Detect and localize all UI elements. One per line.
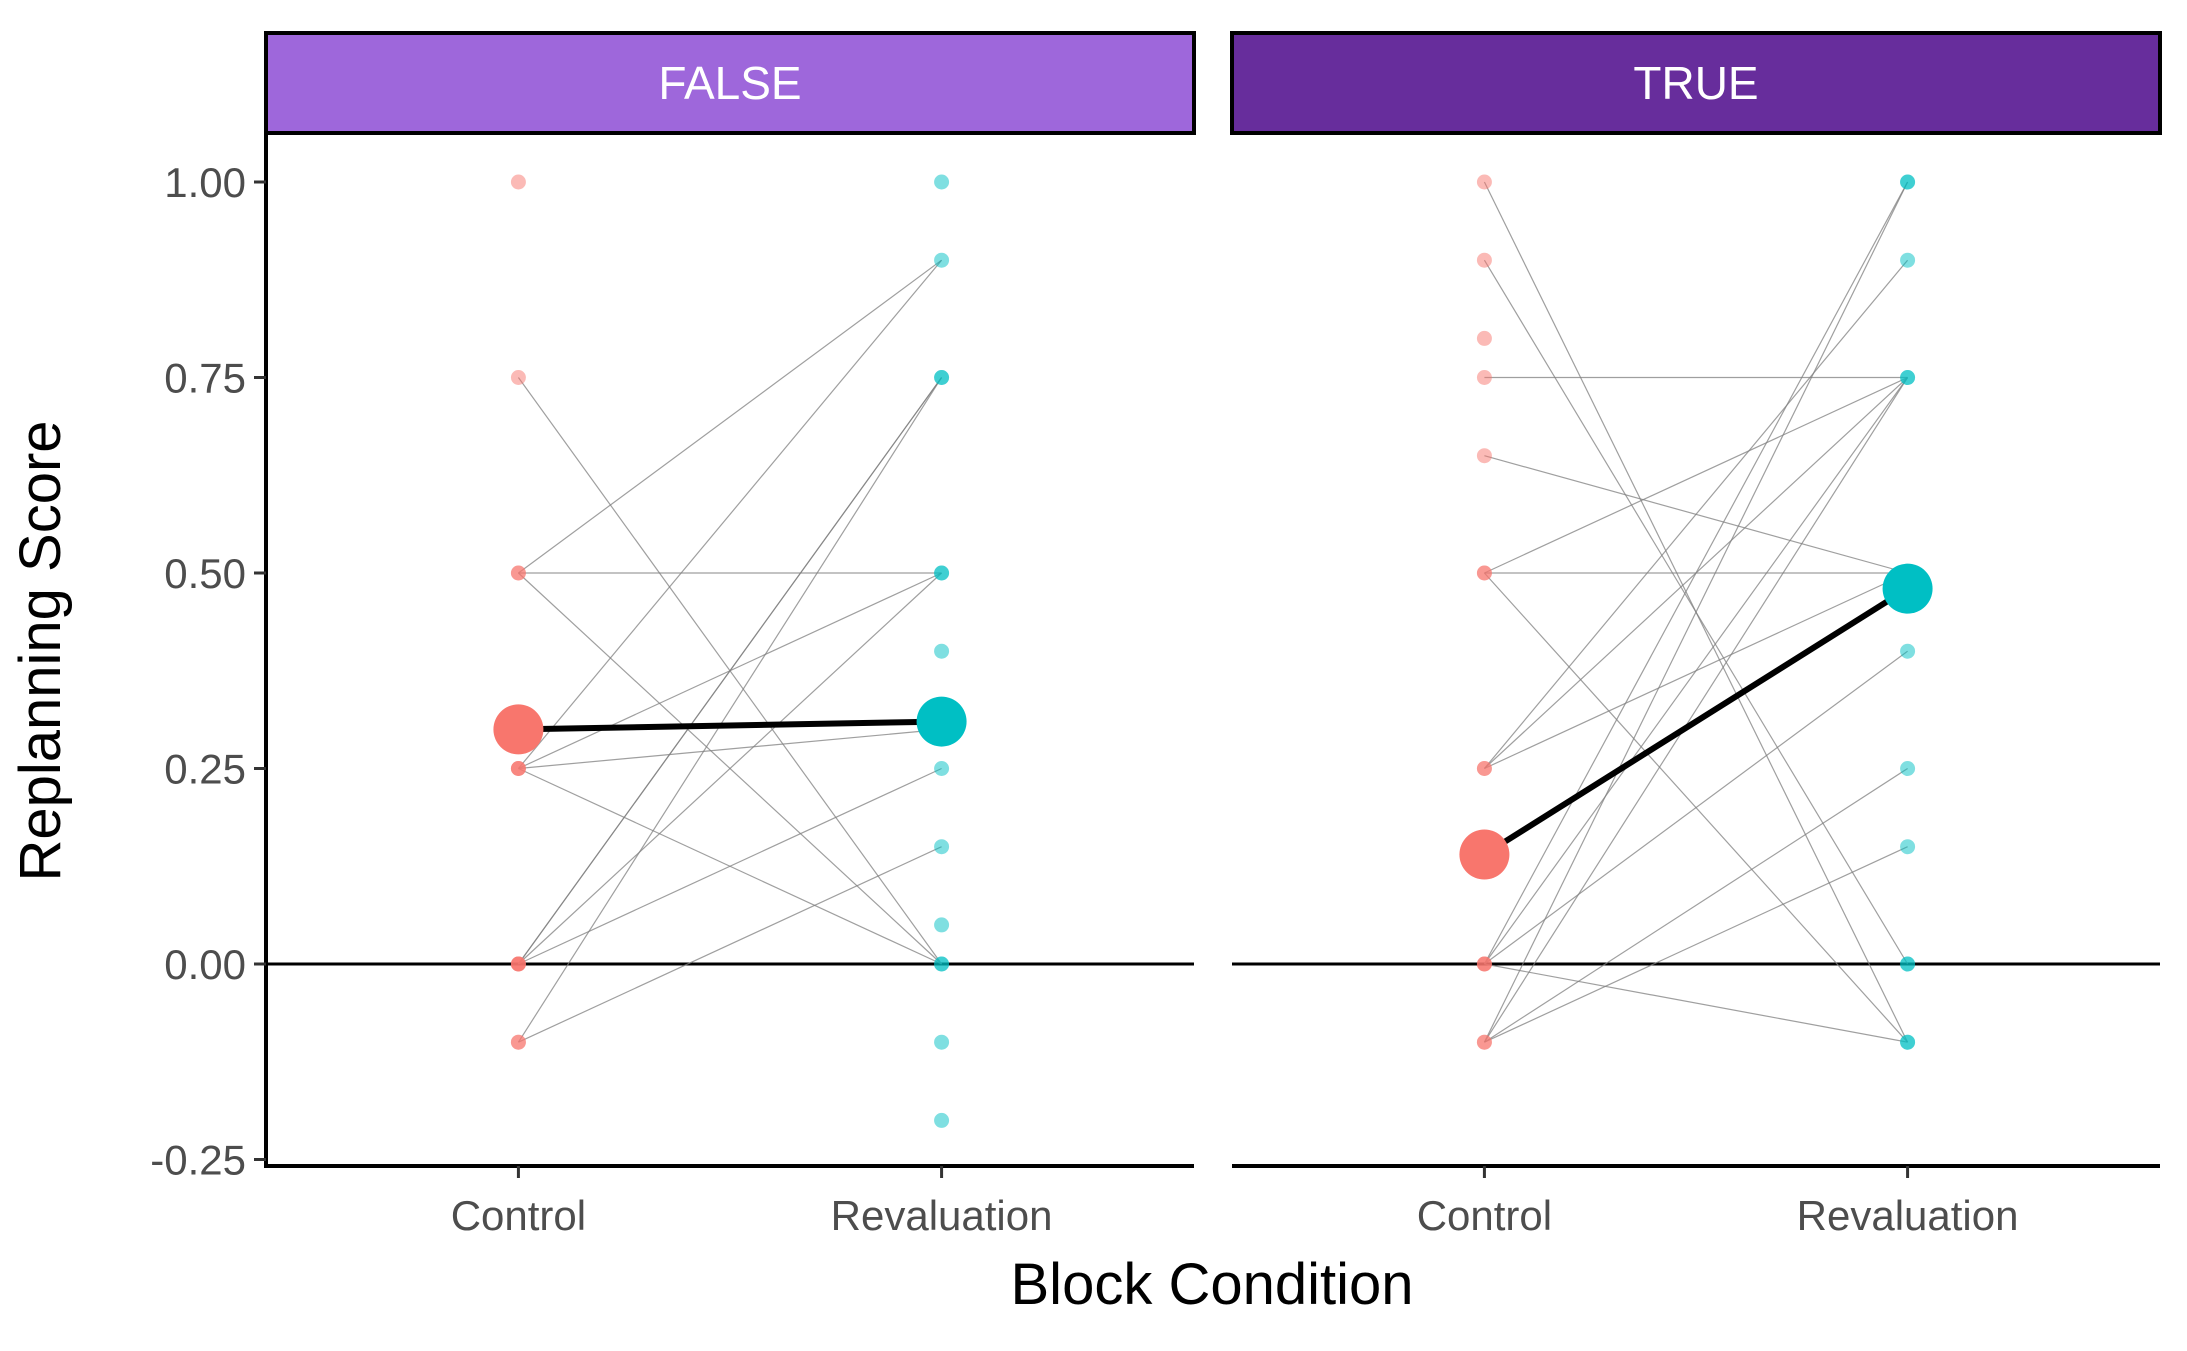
revaluation-mean-point bbox=[916, 696, 967, 747]
revaluation-point bbox=[1900, 956, 1916, 972]
control-mean-point bbox=[493, 704, 544, 755]
revaluation-point bbox=[934, 174, 950, 190]
revaluation-point bbox=[934, 1034, 950, 1050]
control-point bbox=[510, 761, 526, 776]
revaluation-point bbox=[1900, 252, 1916, 268]
revaluation-point bbox=[934, 643, 950, 659]
subject-pair-line bbox=[1483, 377, 1909, 965]
revaluation-point bbox=[934, 956, 950, 972]
subject-pair-line bbox=[517, 259, 943, 769]
subject-pair-line bbox=[1483, 181, 1909, 1043]
revaluation-point bbox=[1900, 761, 1916, 776]
control-point bbox=[510, 370, 526, 385]
x-tick-label: Control bbox=[451, 1192, 586, 1239]
y-tick-label: 0.75 bbox=[164, 355, 246, 402]
subject-pair-line bbox=[1483, 259, 1909, 769]
y-tick-label: 0.00 bbox=[164, 941, 246, 988]
control-point bbox=[1476, 565, 1492, 581]
revaluation-point bbox=[934, 565, 950, 581]
facet-strip bbox=[1230, 31, 2162, 135]
subject-pair-line bbox=[1484, 846, 1908, 1043]
mean-line bbox=[1482, 586, 1910, 858]
revaluation-point bbox=[934, 917, 950, 933]
control-point bbox=[1476, 448, 1492, 464]
revaluation-point bbox=[934, 1112, 950, 1128]
subject-pair-line bbox=[1483, 377, 1909, 1043]
revaluation-point bbox=[1900, 839, 1916, 855]
x-tick-label: Revaluation bbox=[831, 1192, 1053, 1239]
mean-line bbox=[518, 718, 942, 733]
facet-panel-true: TRUE Control Revaluation bbox=[1230, 31, 2162, 1239]
revaluation-point bbox=[1900, 643, 1916, 659]
revaluation-point bbox=[934, 839, 950, 855]
facet-strip-label: FALSE bbox=[658, 57, 801, 109]
subject-pair-line bbox=[518, 572, 942, 965]
facet-panel-false: FALSE Control Revaluation bbox=[264, 31, 1196, 1239]
x-tick-label: Control bbox=[1417, 1192, 1552, 1239]
control-point bbox=[1476, 1034, 1492, 1050]
control-mean-point bbox=[1459, 829, 1510, 880]
subject-pair-line bbox=[517, 377, 943, 965]
subject-pair-line bbox=[1484, 963, 1908, 1043]
facet-strip-label: TRUE bbox=[1633, 57, 1758, 109]
revaluation-point bbox=[934, 761, 950, 776]
control-point bbox=[1476, 761, 1492, 776]
subject-pair-line bbox=[517, 377, 943, 1043]
control-point bbox=[1476, 370, 1492, 385]
control-point bbox=[510, 174, 526, 190]
subject-pair-line bbox=[518, 728, 942, 770]
y-tick-label: 0.25 bbox=[164, 746, 246, 793]
subject-pair-line bbox=[1483, 181, 1909, 965]
control-point bbox=[1476, 252, 1492, 268]
control-point bbox=[510, 565, 526, 581]
revaluation-point bbox=[1900, 370, 1916, 385]
control-point bbox=[510, 956, 526, 972]
control-point bbox=[1476, 174, 1492, 190]
revaluation-mean-point bbox=[1882, 563, 1933, 614]
x-tick-label: Revaluation bbox=[1797, 1192, 2019, 1239]
subject-pair-line bbox=[1484, 376, 1908, 574]
subject-pair-line bbox=[518, 259, 942, 574]
control-point bbox=[1476, 330, 1492, 346]
revaluation-point bbox=[934, 252, 950, 268]
subject-pair-line bbox=[518, 846, 942, 1043]
subject-pair-line bbox=[1484, 650, 1908, 965]
x-axis-title: Block Condition bbox=[1011, 1252, 1414, 1317]
revaluation-point bbox=[934, 370, 950, 385]
y-tick-label: 1.00 bbox=[164, 159, 246, 206]
y-axis-title: Replanning Score bbox=[8, 420, 73, 881]
y-tick-label: -0.25 bbox=[150, 1137, 246, 1184]
revaluation-point bbox=[1900, 174, 1916, 190]
revaluation-point bbox=[1900, 1034, 1916, 1050]
facet-strip bbox=[264, 31, 1196, 135]
y-tick-label: 0.50 bbox=[164, 550, 246, 597]
subject-pair-line bbox=[1484, 767, 1908, 1043]
control-point bbox=[1476, 956, 1492, 972]
control-point bbox=[510, 1034, 526, 1050]
